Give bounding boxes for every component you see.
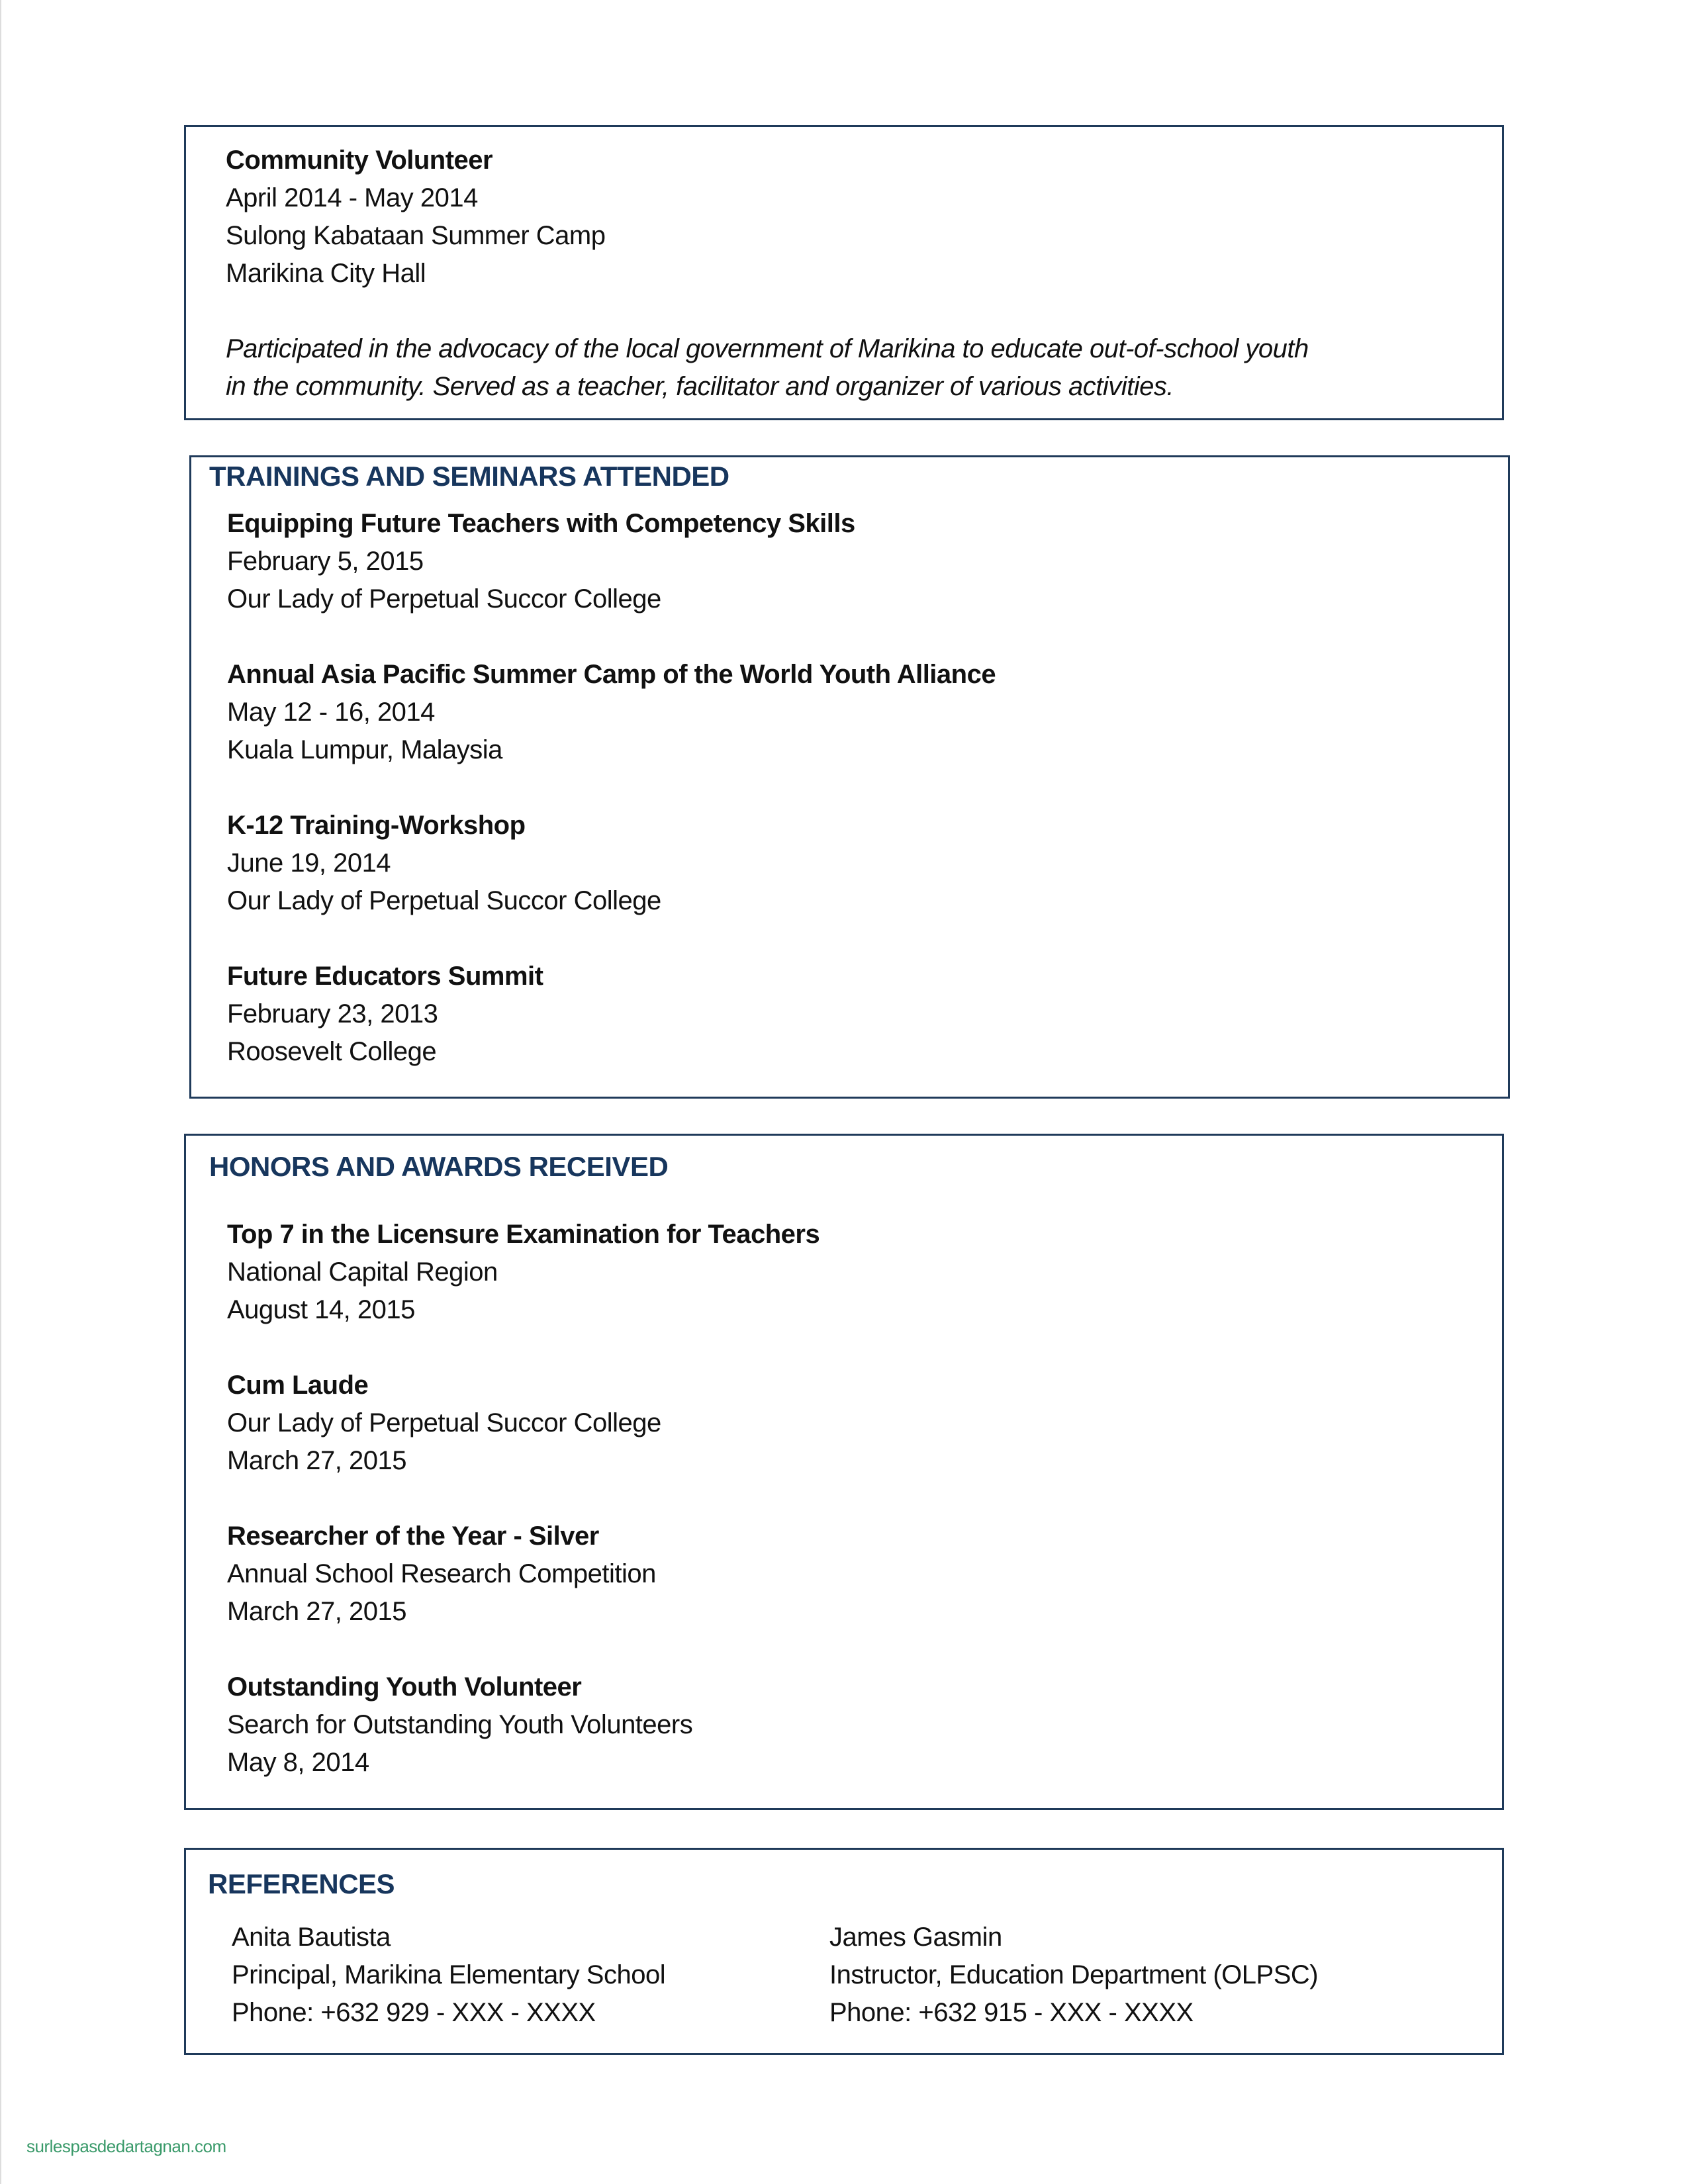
experience-section: Community Volunteer April 2014 - May 201… <box>184 125 1504 420</box>
item-detail: May 12 - 16, 2014 <box>227 698 435 727</box>
item-detail: Our Lady of Perpetual Succor College <box>227 584 661 614</box>
item-detail: Search for Outstanding Youth Volunteers <box>227 1710 693 1739</box>
item-detail: May 8, 2014 <box>227 1748 369 1777</box>
item-detail: August 14, 2015 <box>227 1295 415 1324</box>
reference-phone: Phone: +632 929 - XXX - XXXX <box>232 1998 596 2027</box>
item-title: Top 7 in the Licensure Examination for T… <box>227 1220 820 1249</box>
references-section: REFERENCES Anita Bautista Principal, Mar… <box>184 1848 1504 2055</box>
watermark: surlespasdedartagnan.com <box>26 2136 226 2156</box>
item-title: Future Educators Summit <box>227 962 543 991</box>
item-detail: Roosevelt College <box>227 1037 437 1066</box>
experience-description-line: in the community. Served as a teacher, f… <box>226 372 1174 401</box>
item-detail: Our Lady of Perpetual Succor College <box>227 1408 661 1437</box>
reference-item: James Gasmin Instructor, Education Depar… <box>829 1919 1427 2032</box>
reference-phone: Phone: +632 915 - XXX - XXXX <box>829 1998 1194 2027</box>
item-detail: March 27, 2015 <box>227 1446 406 1475</box>
item-detail: March 27, 2015 <box>227 1597 406 1626</box>
section-heading: HONORS AND AWARDS RECEIVED <box>209 1151 669 1182</box>
experience-description-line: Participated in the advocacy of the loca… <box>226 334 1309 363</box>
experience-title: Community Volunteer <box>226 146 493 175</box>
experience-location: Marikina City Hall <box>226 259 426 288</box>
reference-position: Principal, Marikina Elementary School <box>232 1960 666 1989</box>
reference-name: James Gasmin <box>829 1923 1002 1952</box>
reference-name: Anita Bautista <box>232 1923 391 1952</box>
item-detail: June 19, 2014 <box>227 848 391 878</box>
item-title: Researcher of the Year - Silver <box>227 1522 599 1551</box>
item-detail: Our Lady of Perpetual Succor College <box>227 886 661 915</box>
item-detail: February 23, 2013 <box>227 999 438 1028</box>
honors-list: Top 7 in the Licensure Examination for T… <box>209 1216 1502 1782</box>
item-title: Cum Laude <box>227 1371 369 1400</box>
item-title: Equipping Future Teachers with Competenc… <box>227 509 855 538</box>
reference-position: Instructor, Education Department (OLPSC) <box>829 1960 1319 1989</box>
item-title: K-12 Training-Workshop <box>227 811 526 840</box>
item-detail: Annual School Research Competition <box>227 1559 656 1588</box>
experience-dates: April 2014 - May 2014 <box>226 183 478 212</box>
section-heading: REFERENCES <box>208 1868 395 1899</box>
reference-item: Anita Bautista Principal, Marikina Eleme… <box>232 1919 829 2032</box>
section-heading: TRAININGS AND SEMINARS ATTENDED <box>209 461 729 492</box>
item-title: Annual Asia Pacific Summer Camp of the W… <box>227 660 996 689</box>
trainings-list: Equipping Future Teachers with Competenc… <box>209 505 1508 1071</box>
honors-section: HONORS AND AWARDS RECEIVED Top 7 in the … <box>184 1134 1504 1810</box>
item-title: Outstanding Youth Volunteer <box>227 1672 582 1702</box>
item-detail: February 5, 2015 <box>227 547 424 576</box>
trainings-section: TRAININGS AND SEMINARS ATTENDED Equippin… <box>189 455 1510 1099</box>
item-detail: National Capital Region <box>227 1257 498 1287</box>
item-detail: Kuala Lumpur, Malaysia <box>227 735 502 764</box>
experience-program: Sulong Kabataan Summer Camp <box>226 221 606 250</box>
